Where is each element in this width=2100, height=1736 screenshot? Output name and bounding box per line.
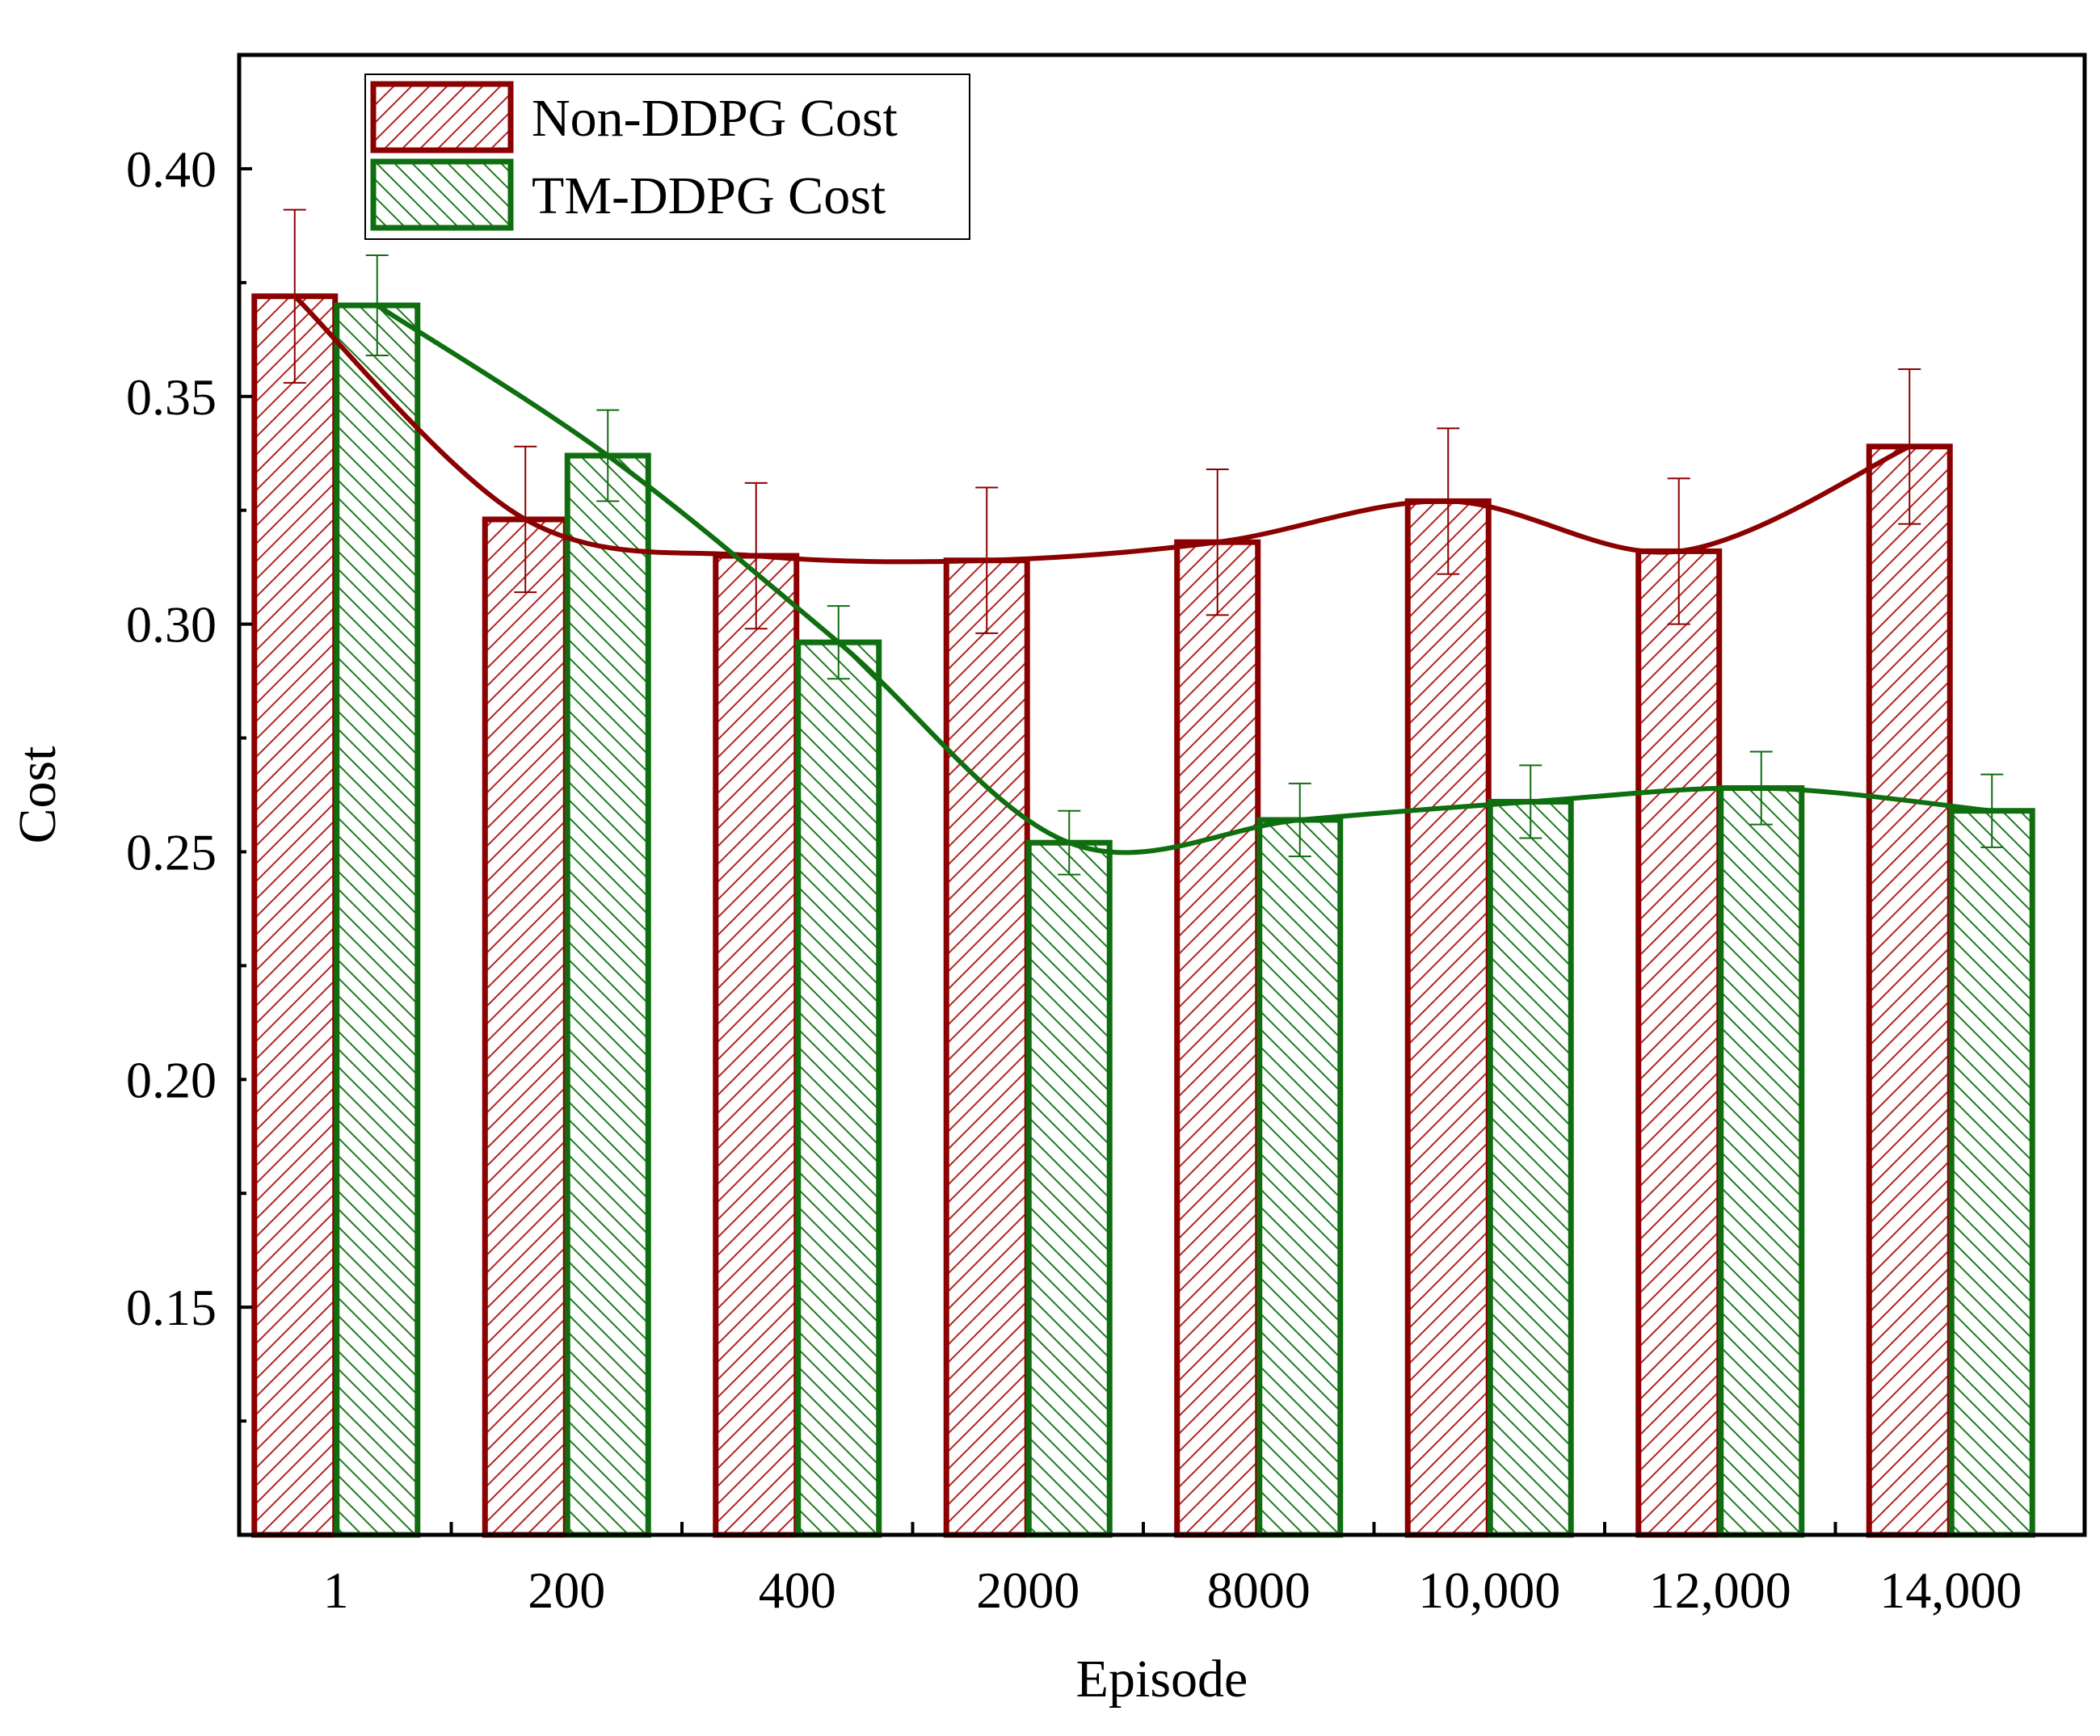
trend-line-non-ddpg <box>292 293 1913 565</box>
legend-swatch-non-ddpg <box>370 81 514 153</box>
x-axis: 1 200 400 2000 8000 10,000 12,000 14,000 <box>323 1522 2022 1619</box>
legend-label-non-ddpg: Non-DDPG Cost <box>532 89 898 148</box>
x-tick-label: 400 <box>759 1562 836 1619</box>
bar-non-ddpg-7 <box>1635 548 1723 1538</box>
x-tick-label: 8000 <box>1207 1562 1311 1619</box>
bar-non-ddpg-1 <box>251 293 339 1538</box>
bar-tm-ddpg-5 <box>1256 817 1344 1538</box>
legend: Non-DDPG Cost TM-DDPG Cost <box>364 74 970 240</box>
trend-line-tm-ddpg <box>374 303 1995 855</box>
bar-non-ddpg-5 <box>1174 539 1261 1538</box>
y-tick-label: 0.30 <box>126 596 217 654</box>
x-tick-label: 200 <box>528 1562 605 1619</box>
trend-lines-layer <box>292 293 1995 855</box>
bar-non-ddpg-6 <box>1404 498 1492 1538</box>
y-tick-label: 0.40 <box>126 141 217 198</box>
bar-tm-ddpg-4 <box>1025 839 1113 1538</box>
bar-non-ddpg-2 <box>482 516 569 1538</box>
bar-tm-ddpg-3 <box>795 639 882 1538</box>
legend-swatch-tm-ddpg <box>370 158 514 231</box>
y-axis: 0.15 0.20 0.25 0.30 0.35 0.40 <box>126 53 252 1423</box>
x-tick-label: 10,000 <box>1418 1562 1560 1619</box>
x-tick-label: 14,000 <box>1879 1562 2022 1619</box>
y-tick-label: 0.25 <box>126 823 217 881</box>
x-axis-label: Episode <box>1076 1650 1248 1709</box>
legend-label-tm-ddpg: TM-DDPG Cost <box>532 166 886 225</box>
bar-tm-ddpg-8 <box>1948 808 2035 1538</box>
y-axis-label: Cost <box>8 746 67 843</box>
x-tick-label: 12,000 <box>1649 1562 1791 1619</box>
y-tick-label: 0.20 <box>126 1051 217 1108</box>
bar-tm-ddpg-2 <box>564 452 651 1538</box>
bar-non-ddpg-4 <box>943 557 1030 1538</box>
bar-tm-ddpg-6 <box>1487 798 1574 1538</box>
x-tick-label: 2000 <box>976 1562 1079 1619</box>
x-tick-label: 1 <box>323 1562 349 1619</box>
bar-tm-ddpg-1 <box>334 302 421 1538</box>
bar-non-ddpg-3 <box>713 553 800 1538</box>
y-tick-label: 0.35 <box>126 368 217 426</box>
bars-layer <box>251 293 2035 1538</box>
plot-frame <box>237 53 2087 1537</box>
bar-non-ddpg-8 <box>1866 443 1953 1538</box>
y-tick-label: 0.15 <box>126 1279 217 1336</box>
bar-tm-ddpg-7 <box>1718 785 1805 1538</box>
